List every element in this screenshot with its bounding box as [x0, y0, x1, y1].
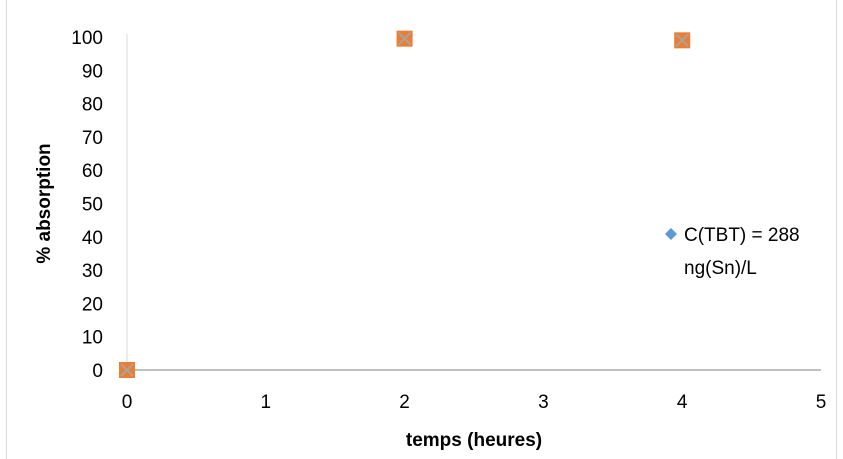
y-axis-title: % absorption [34, 143, 55, 263]
y-tick-label-100: 100 [71, 28, 103, 49]
data-point-x-0 [120, 363, 134, 377]
legend-marker-diamond [665, 228, 677, 240]
y-tick-labels: 0 10 20 30 40 50 60 70 80 90 100 [71, 28, 103, 382]
y-tick-label-50: 50 [82, 195, 103, 216]
y-tick-label-80: 80 [82, 95, 103, 116]
data-point-x-2 [675, 33, 689, 48]
x-tick-labels: 0 1 2 3 4 5 [122, 392, 827, 413]
x-tick-label-4: 4 [677, 392, 688, 413]
y-tick-label-70: 70 [82, 128, 103, 149]
legend: C(TBT) = 288 ng(Sn)/L [665, 225, 800, 279]
x-tick-label-0: 0 [122, 392, 133, 413]
legend-label-line-2: ng(Sn)/L [684, 258, 757, 279]
y-tick-label-0: 0 [92, 361, 103, 382]
x-tick-label-1: 1 [261, 392, 272, 413]
x-tick-label-3: 3 [538, 392, 549, 413]
data-points [119, 30, 691, 378]
legend-label-line-1: C(TBT) = 288 [684, 225, 800, 246]
x-axis-title: temps (heures) [406, 430, 542, 451]
data-point-x-1 [397, 31, 412, 46]
y-tick-label-60: 60 [82, 161, 103, 182]
y-tick-label-20: 20 [82, 294, 103, 315]
x-tick-label-2: 2 [399, 392, 410, 413]
x-tick-label-5: 5 [816, 392, 827, 413]
y-tick-label-40: 40 [82, 228, 103, 249]
y-tick-label-30: 30 [82, 261, 103, 282]
y-tick-label-90: 90 [82, 61, 103, 82]
y-tick-label-10: 10 [82, 328, 103, 349]
